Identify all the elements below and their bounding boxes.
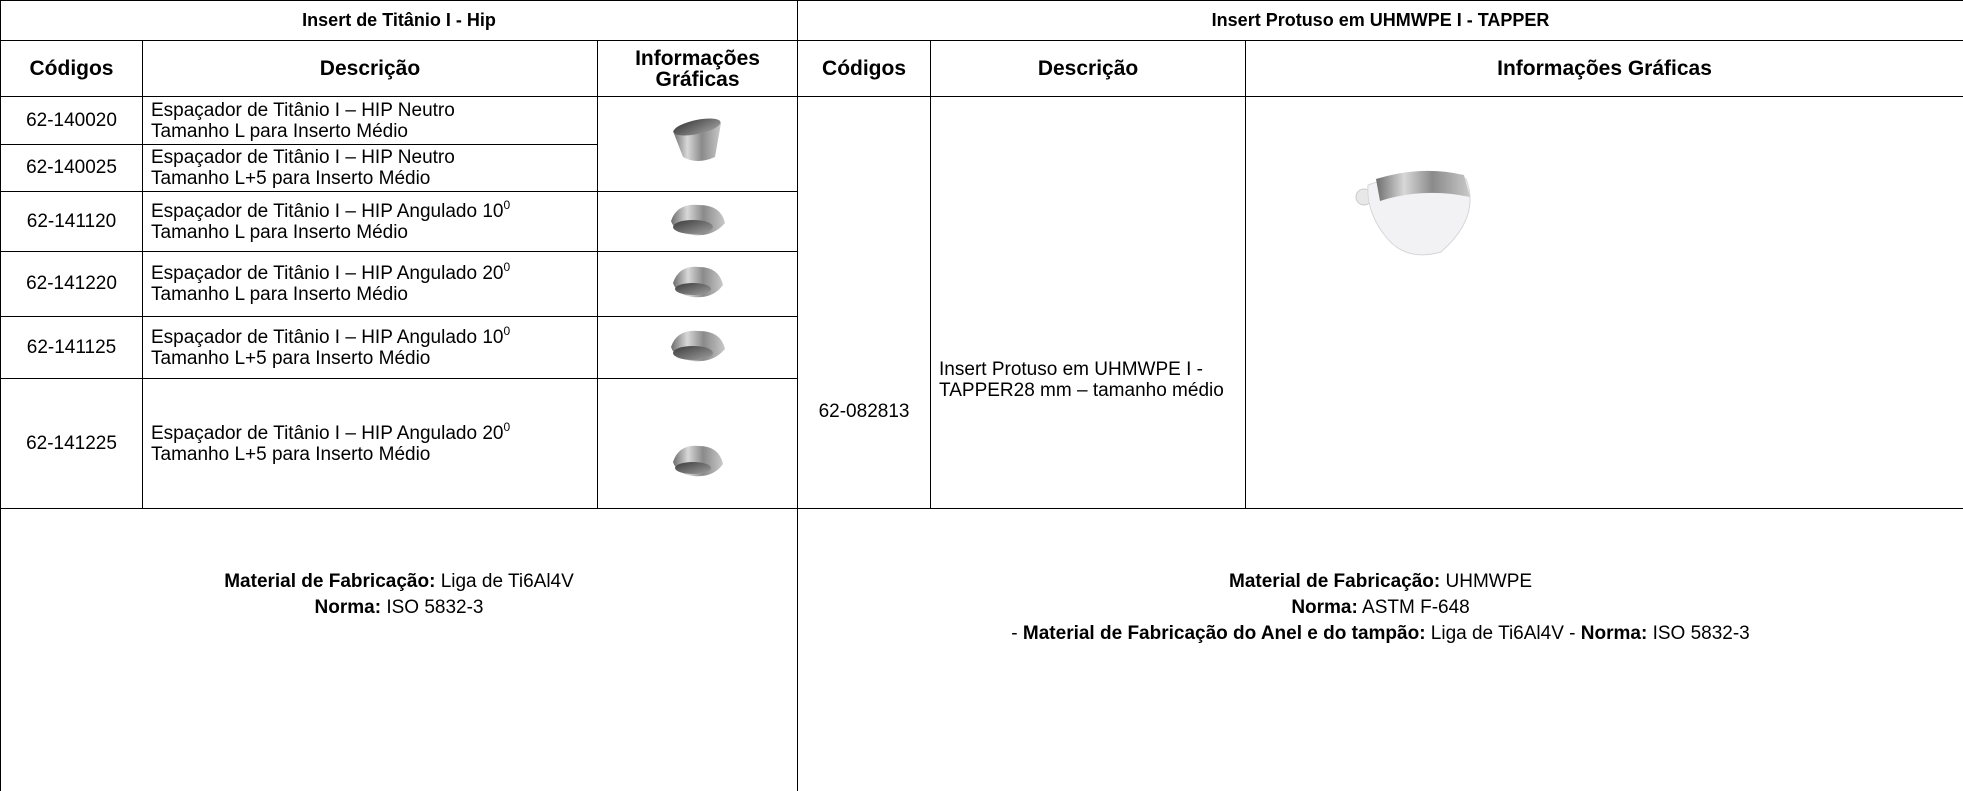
description-line: Espaçador de Titânio I – HIP Neutro [151,99,455,121]
footer-text: ISO 5832-3 [1647,623,1750,644]
left-footer: Material de Fabricação: Liga de Ti6Al4V N… [0,508,799,791]
cup-image [670,330,725,361]
code: 62-140025 [0,144,143,192]
description-line: Tamanho L+5 para Inserto Médio [151,347,431,369]
superscript: 0 [503,260,511,274]
image-cell [596,251,799,317]
description-line: Tamanho L para Inserto Médio [151,120,409,142]
description: Espaçador de Titânio I – HIP Neutro Taman… [142,144,598,192]
header: Informações Gráficas [1245,40,1963,97]
header: Descrição [142,40,598,97]
footer-text: Liga de Ti6Al4V [435,571,574,592]
footer-label: Material de Fabricação: [224,571,436,592]
superscript: 0 [503,197,511,212]
description-line: Espaçador de Titânio I – HIP Angulado 20 [151,422,504,444]
footer-line: Norma: ISO 5832-3 [9,595,789,621]
description-line: Tamanho L para Inserto Médio [151,221,409,243]
description-line: Tamanho L+5 para Inserto Médio [151,168,431,189]
description: Espaçador de Titânio I – HIP Angulado 20… [142,378,598,509]
image-cell [596,316,799,379]
footer-text: ISO 5832-3 [381,597,484,618]
header: Códigos [0,40,143,97]
footer-line: Material de Fabricação: Liga de Ti6Al4V [9,569,789,595]
footer-text: UHMWPE [1440,571,1533,592]
description-line: Tamanho L+5 para Inserto Médio [151,443,431,465]
footer-label: Norma: [1580,623,1648,644]
footer-line: Norma: ASTM F-648 [806,595,1955,621]
description: Espaçador de Titânio I – HIP Angulado 10… [142,191,598,252]
description-line: Espaçador de Titânio I – HIP Neutro [151,147,455,168]
description-line: Espaçador de Titânio I – HIP Angulado 20 [151,263,504,284]
cup-image [672,266,723,298]
header: Informações Gráficas [596,40,799,97]
image-cell [596,96,799,192]
description-line: Espaçador de Titânio I – HIP Angulado 10 [151,326,504,348]
superscript: 0 [503,323,511,338]
left-title: Insert de Titânio I - Hip [0,0,799,41]
description: Insert Protuso em UHMWPE I - TAPPER28 mm… [930,96,1247,509]
description-line: Espaçador de Titânio I – HIP Angulado 10 [151,200,504,222]
footer-label: Material de Fabricação: [1229,571,1441,592]
cup-image [670,204,725,235]
code: 62-141220 [0,251,143,317]
description: Espaçador de Titânio I – HIP Angulado 20… [142,251,598,317]
footer-label: Material de Fabricação do Anel e do tamp… [1022,623,1426,644]
header: Descrição [930,40,1247,97]
header: Códigos [797,40,932,97]
image-cell [596,191,799,252]
description: Espaçador de Titânio I – HIP Angulado 10… [142,316,598,379]
cup-image [672,118,721,161]
superscript: 0 [503,419,511,434]
code: 62-141125 [0,316,143,379]
code: 62-140020 [0,96,143,145]
code: 62-082813 [797,96,932,509]
cup-image [672,445,723,477]
code: 62-141120 [0,191,143,252]
right-footer: Material de Fabricação: UHMWPE Norma: AST… [797,508,1963,791]
description-line: Tamanho L para Inserto Médio [151,284,409,305]
code: 62-141225 [0,378,143,509]
footer-line: - Material de Fabricação do Anel e do ta… [806,621,1955,647]
footer-label: Norma: [314,597,382,618]
image-cell [1245,96,1963,509]
footer-text: Liga de Ti6Al4V - [1425,623,1581,644]
footer-label: Norma: [1291,597,1358,618]
insert-image [1355,170,1471,256]
description: Espaçador de Titânio I – HIP Neutro Taman… [142,96,598,145]
footer-text: - [1011,623,1023,644]
image-cell [596,378,799,509]
footer-line: Material de Fabricação: UHMWPE [806,569,1955,595]
right-title: Insert Protuso em UHMWPE I - TAPPER [797,0,1963,41]
footer-text: ASTM F-648 [1357,597,1470,618]
